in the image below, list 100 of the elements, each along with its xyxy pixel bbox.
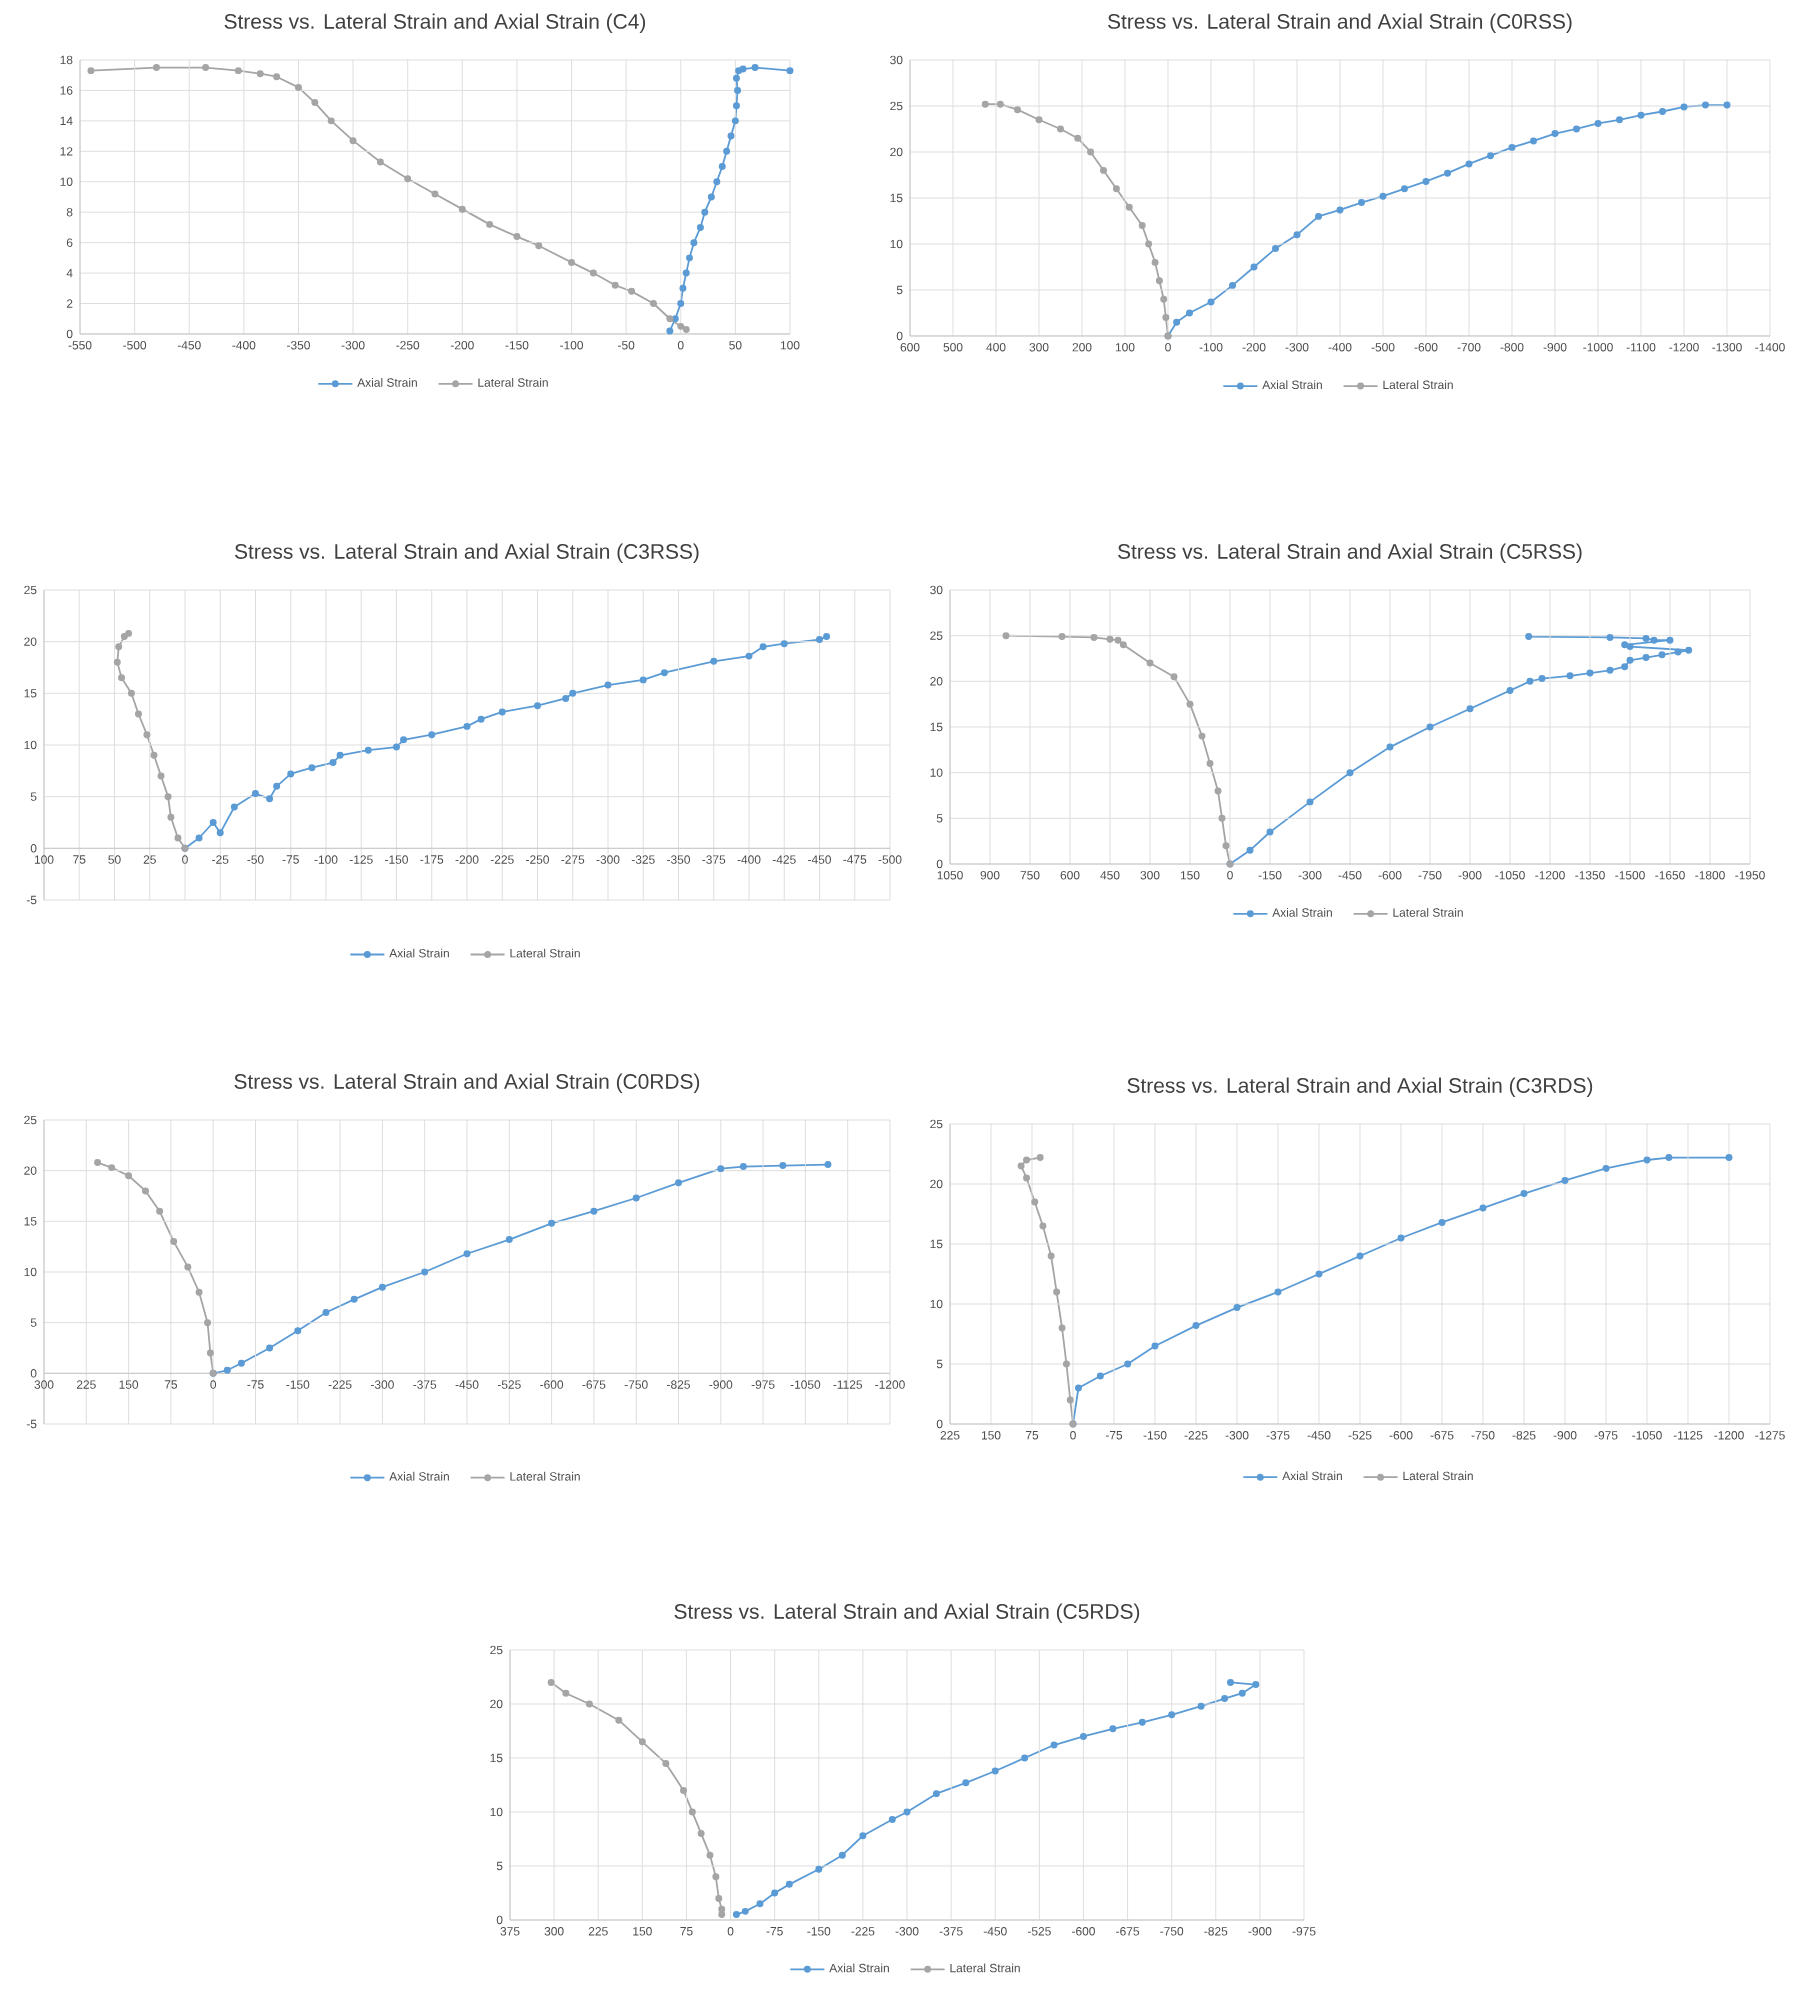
point (1520, 1190, 1528, 1198)
point (152, 64, 160, 72)
point (431, 190, 439, 198)
point (710, 657, 718, 665)
point (677, 322, 685, 330)
point (675, 1179, 682, 1187)
point (548, 1219, 556, 1227)
point (237, 1359, 245, 1367)
point (1293, 231, 1301, 239)
point (1151, 258, 1159, 266)
point (713, 178, 721, 186)
point (195, 834, 203, 842)
point (1036, 1154, 1044, 1162)
point (682, 269, 690, 277)
point (759, 643, 767, 651)
point (1058, 633, 1066, 641)
point (1386, 743, 1394, 751)
point (1214, 787, 1222, 795)
point (266, 1344, 274, 1352)
point (1221, 1695, 1229, 1703)
point (1659, 108, 1666, 115)
point (1138, 1718, 1146, 1726)
point (1616, 116, 1623, 124)
point (108, 1164, 116, 1172)
point (1058, 1324, 1066, 1332)
point (94, 1159, 102, 1167)
point (273, 73, 281, 81)
point (1650, 636, 1658, 644)
point (1119, 641, 1127, 649)
point (206, 1349, 214, 1357)
point (498, 708, 506, 716)
point (859, 1832, 867, 1840)
point (1573, 125, 1580, 133)
point (1145, 240, 1153, 248)
point (1306, 798, 1314, 806)
point (1057, 125, 1064, 133)
point (1100, 166, 1107, 174)
point (458, 205, 466, 213)
point (590, 1207, 598, 1215)
point (1702, 101, 1709, 109)
point (209, 819, 217, 826)
point (223, 1366, 231, 1374)
point (569, 689, 577, 697)
point (1426, 723, 1434, 731)
point (671, 315, 679, 323)
point (741, 1907, 749, 1915)
point (1465, 160, 1473, 168)
point (1674, 648, 1682, 656)
point (230, 803, 238, 811)
point (1206, 760, 1214, 768)
point (1124, 1360, 1132, 1368)
point (1186, 309, 1193, 317)
point (266, 795, 274, 803)
point (682, 325, 690, 333)
point (1096, 1372, 1104, 1380)
point (120, 632, 128, 640)
point (718, 163, 726, 171)
point (1561, 1176, 1569, 1184)
point (1155, 277, 1163, 285)
point (204, 1319, 212, 1327)
point (167, 813, 175, 821)
point (1173, 318, 1181, 326)
point (505, 1236, 513, 1244)
chart-title: Stress vs. Lateral Strain and Axial Strain (C3RDS) (1127, 1077, 1593, 1098)
point (824, 1161, 832, 1169)
point (1246, 846, 1254, 854)
point (1170, 673, 1178, 681)
point (786, 67, 794, 75)
point (234, 67, 242, 75)
point (1266, 828, 1274, 836)
point (1014, 106, 1021, 114)
point (1379, 192, 1387, 200)
point (1074, 1384, 1082, 1392)
point (815, 1865, 823, 1873)
chart-title: Stress vs. Lateral Strain and Axial Strain (C0RSS) (1108, 13, 1572, 33)
point (393, 743, 400, 751)
point (785, 1880, 793, 1888)
point (1525, 633, 1533, 641)
point (666, 315, 674, 323)
point (690, 239, 698, 247)
point (981, 100, 989, 108)
point (1035, 116, 1043, 124)
point (156, 1207, 164, 1215)
point (697, 1830, 705, 1838)
point (463, 1250, 471, 1258)
point (1087, 148, 1095, 156)
point (1079, 1732, 1087, 1740)
point (962, 1779, 970, 1787)
point (585, 1700, 593, 1708)
point (1272, 245, 1279, 253)
point (1250, 263, 1258, 271)
point (1530, 137, 1537, 145)
point (1422, 177, 1430, 185)
point (113, 658, 121, 666)
point (1626, 643, 1634, 651)
point (838, 1851, 846, 1859)
point (1621, 641, 1629, 649)
point (1021, 1754, 1029, 1762)
point (731, 117, 739, 125)
point (649, 300, 657, 308)
